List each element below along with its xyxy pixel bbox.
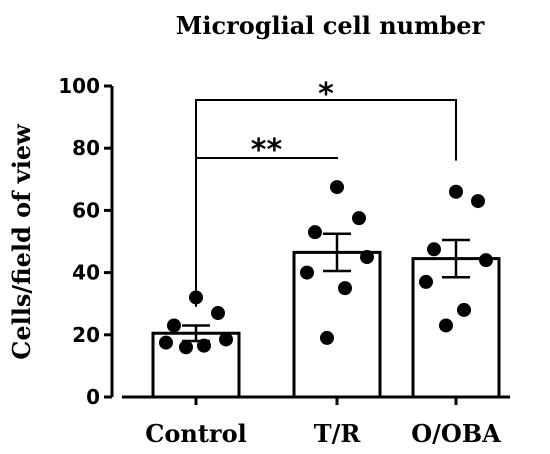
data-point	[197, 338, 211, 353]
data-point	[308, 225, 322, 240]
x-tick-label: T/R	[314, 419, 362, 448]
data-point	[427, 242, 441, 257]
data-point	[219, 332, 233, 347]
data-point	[352, 211, 366, 226]
y-tick-label: 40	[72, 261, 100, 285]
y-tick-label: 100	[58, 74, 100, 98]
data-point	[330, 180, 344, 195]
significance-bracket	[195, 99, 457, 161]
data-point	[179, 340, 193, 355]
x-tick-label: O/OBA	[411, 419, 501, 448]
y-tick-label: 60	[72, 198, 100, 222]
data-point	[159, 335, 173, 350]
y-axis-label: Cells/field of view	[7, 123, 36, 360]
data-point	[167, 318, 181, 333]
data-point	[479, 253, 493, 268]
significance-label: **	[251, 133, 283, 168]
data-point	[449, 184, 463, 199]
data-point	[457, 302, 471, 317]
data-point	[439, 318, 453, 333]
data-point	[300, 265, 314, 280]
y-tick-label: 80	[72, 136, 100, 160]
data-point	[471, 194, 485, 209]
data-point	[211, 306, 225, 321]
data-point	[338, 281, 352, 296]
y-tick-label: 0	[86, 385, 100, 409]
data-point	[419, 274, 433, 289]
x-tick-label: Control	[145, 419, 246, 448]
chart-title: Microglial cell number	[176, 11, 485, 40]
significance-bracket	[195, 157, 338, 307]
y-tick-label: 20	[72, 323, 100, 347]
significance-label: *	[318, 77, 334, 112]
data-point	[360, 250, 374, 265]
data-point	[320, 330, 334, 345]
